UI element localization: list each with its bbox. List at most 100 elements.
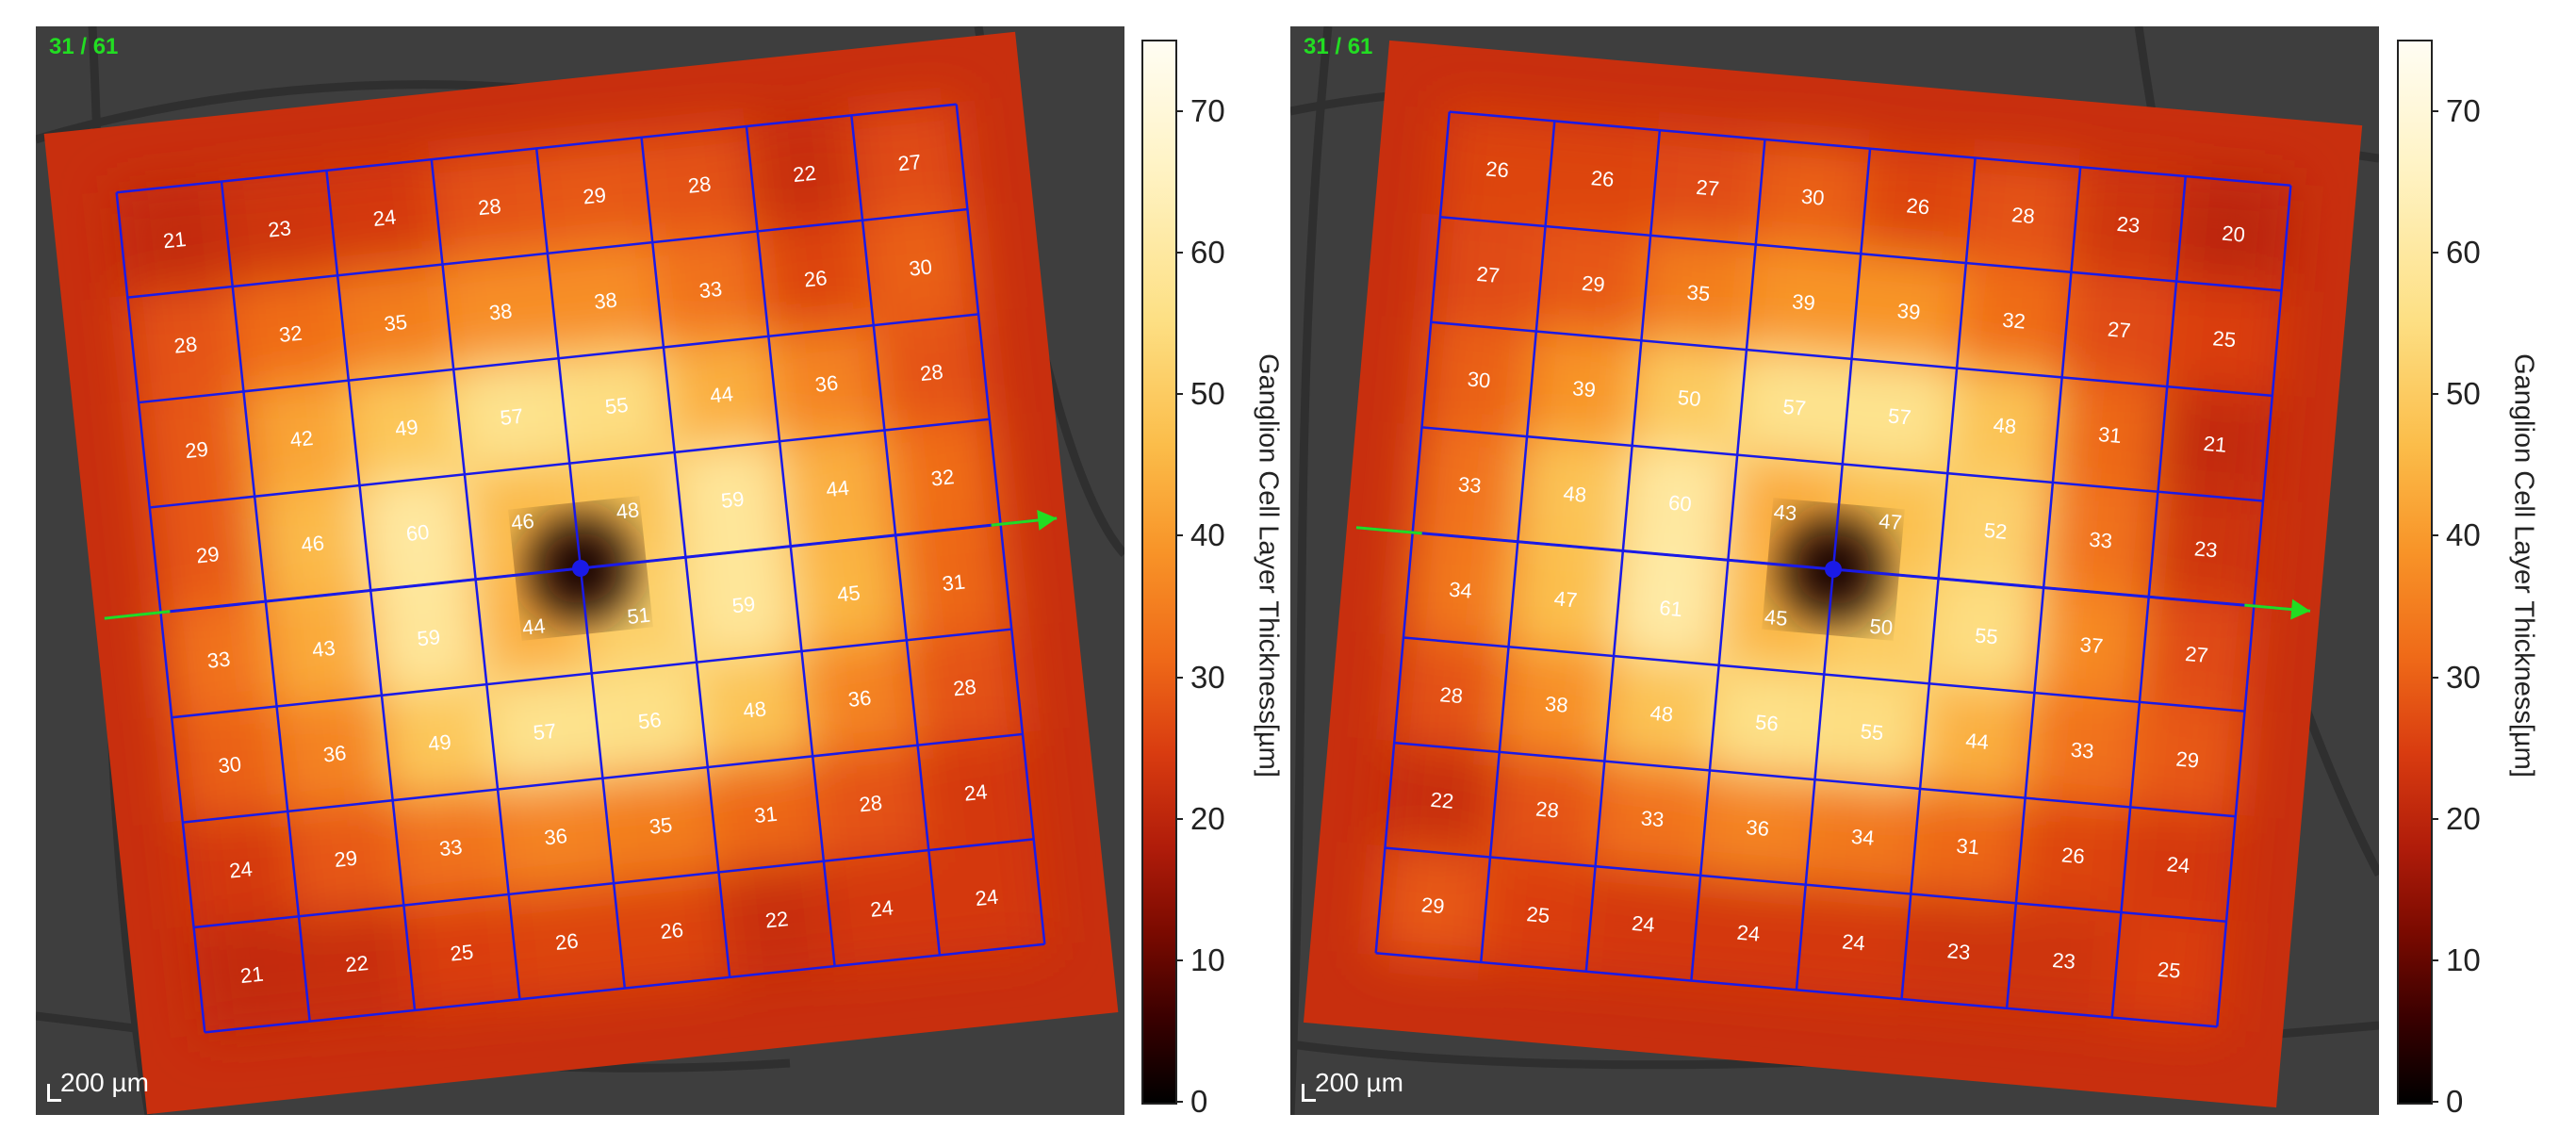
left-heat-cell bbox=[927, 837, 1047, 958]
right-heat-cell bbox=[1707, 663, 1827, 782]
left-heat-cell bbox=[755, 218, 876, 339]
left-heat-cell bbox=[346, 367, 468, 488]
left-cell-value: 43 bbox=[311, 636, 336, 662]
left-heat-cell bbox=[589, 660, 710, 780]
left-cell-value: 44 bbox=[709, 382, 734, 407]
right-scale-label: 200 µm bbox=[1315, 1068, 1403, 1097]
left-colorbar-tick-label: 50 bbox=[1190, 376, 1225, 412]
left-cell-value: 49 bbox=[394, 415, 419, 440]
right-cell-value: 30 bbox=[1800, 185, 1826, 210]
left-cell-value: 29 bbox=[333, 846, 358, 872]
left-cell-value: 38 bbox=[488, 299, 514, 324]
right-cell-value: 34 bbox=[1448, 578, 1473, 603]
right-cell-value: 30 bbox=[1467, 367, 1492, 392]
left-cell-value: 23 bbox=[267, 216, 292, 241]
right-colorbar-tick-label: 50 bbox=[2446, 376, 2481, 412]
right-cell-value: 39 bbox=[1896, 299, 1922, 324]
left-colorbar-tick-label: 40 bbox=[1190, 517, 1225, 553]
left-grid-line bbox=[205, 942, 1045, 1034]
right-colorbar-tick-label: 0 bbox=[2446, 1084, 2464, 1119]
left-colorbar-tick-label: 30 bbox=[1190, 659, 1225, 695]
right-cell-value: 57 bbox=[1887, 403, 1912, 429]
left-cell-value: 36 bbox=[543, 824, 568, 849]
right-heat-cell bbox=[1859, 146, 1977, 266]
left-cell-value: 44 bbox=[825, 476, 850, 501]
right-cell-value: 24 bbox=[1631, 911, 1656, 937]
left-heat-cell bbox=[114, 179, 235, 300]
right-heat-cell bbox=[1794, 882, 1913, 1002]
right-scale-bar-icon bbox=[1302, 1084, 1316, 1102]
right-grid-line bbox=[1403, 636, 2245, 713]
left-heat-cell bbox=[893, 521, 1014, 643]
left-colorbar bbox=[1141, 40, 1177, 1105]
left-heat-cell bbox=[744, 113, 865, 234]
right-heat-cell bbox=[1543, 119, 1663, 238]
left-cell-value: 29 bbox=[184, 437, 209, 463]
left-cell-value: 48 bbox=[615, 498, 640, 523]
right-cell-value: 23 bbox=[2116, 212, 2141, 238]
left-cell-value: 25 bbox=[449, 940, 474, 965]
right-fovea-marker-icon bbox=[1825, 561, 1842, 578]
left-heat-cell bbox=[600, 764, 721, 886]
left-heat-cell bbox=[429, 146, 550, 267]
right-cell-value: 37 bbox=[2079, 632, 2105, 658]
right-cell-value: 27 bbox=[2184, 642, 2209, 667]
left-heat-cell bbox=[650, 229, 771, 350]
right-cell-value: 44 bbox=[1964, 729, 1990, 754]
left-heat-cell bbox=[484, 671, 605, 792]
left-cell-value: 22 bbox=[792, 161, 817, 187]
right-heat-cell bbox=[1524, 329, 1644, 449]
left-heat-cell bbox=[125, 284, 246, 405]
right-heat-cell bbox=[1401, 530, 1520, 649]
right-cell-value: 27 bbox=[2107, 317, 2132, 342]
right-heat-cell bbox=[1630, 338, 1749, 457]
right-grid-line bbox=[1394, 741, 2236, 818]
right-heat-cell bbox=[2050, 375, 2170, 494]
right-cell-value: 33 bbox=[1640, 806, 1665, 831]
right-cell-value: 26 bbox=[1906, 193, 1931, 219]
right-heat-cell bbox=[1936, 471, 2056, 590]
left-cell-value: 31 bbox=[941, 570, 966, 596]
left-heat-cell bbox=[860, 206, 981, 328]
left-cell-value: 57 bbox=[499, 404, 524, 430]
right-cell-value: 33 bbox=[1457, 472, 1483, 498]
left-heat-cell bbox=[766, 322, 887, 444]
left-heat-cell bbox=[241, 378, 362, 499]
right-cell-value: 21 bbox=[2203, 432, 2228, 457]
right-cell-value: 20 bbox=[2221, 221, 2246, 247]
left-heat-cell bbox=[639, 123, 760, 245]
right-grid-line bbox=[1385, 846, 2227, 924]
right-heat-cell bbox=[1620, 443, 1740, 563]
left-colorbar-title: Ganglion Cell Layer Thickness[µm] bbox=[1253, 353, 1284, 778]
left-heat-cell bbox=[556, 345, 677, 466]
right-cell-value: 47 bbox=[1553, 586, 1579, 612]
left-scale-bar-icon bbox=[47, 1084, 61, 1102]
left-heat-cell bbox=[147, 494, 269, 615]
right-heat-cell bbox=[1735, 347, 1854, 467]
right-heat-cell bbox=[1392, 635, 1511, 755]
right-heat-cell bbox=[1506, 539, 1626, 659]
right-cell-value: 31 bbox=[2097, 422, 2123, 448]
right-colorbar-tick-label: 60 bbox=[2446, 235, 2481, 270]
right-heat-cell bbox=[2146, 489, 2266, 609]
left-heat-cell bbox=[274, 693, 395, 814]
left-cell-value: 36 bbox=[813, 370, 839, 396]
left-cell-value: 36 bbox=[322, 741, 348, 766]
right-cell-value: 38 bbox=[1544, 692, 1569, 717]
right-cell-value: 25 bbox=[2157, 958, 2182, 983]
left-cell-value: 28 bbox=[477, 194, 502, 220]
left-slice-label: 31 / 61 bbox=[49, 34, 119, 59]
left-heat-cell bbox=[252, 483, 373, 604]
right-heat-cell bbox=[2032, 585, 2151, 705]
right-colorbar-tick-label: 10 bbox=[2446, 942, 2481, 977]
right-cell-value: 52 bbox=[1983, 518, 2009, 544]
left-cell-value: 24 bbox=[372, 205, 398, 230]
left-heat-cell bbox=[495, 776, 616, 897]
right-colorbar bbox=[2397, 40, 2433, 1105]
right-cell-value: 32 bbox=[2001, 308, 2026, 334]
right-cell-value: 33 bbox=[2070, 738, 2095, 763]
right-heat-cell bbox=[1383, 740, 1501, 860]
left-heat-cell bbox=[357, 472, 478, 593]
left-cell-value: 59 bbox=[731, 592, 757, 617]
left-heat-cell bbox=[545, 239, 666, 361]
